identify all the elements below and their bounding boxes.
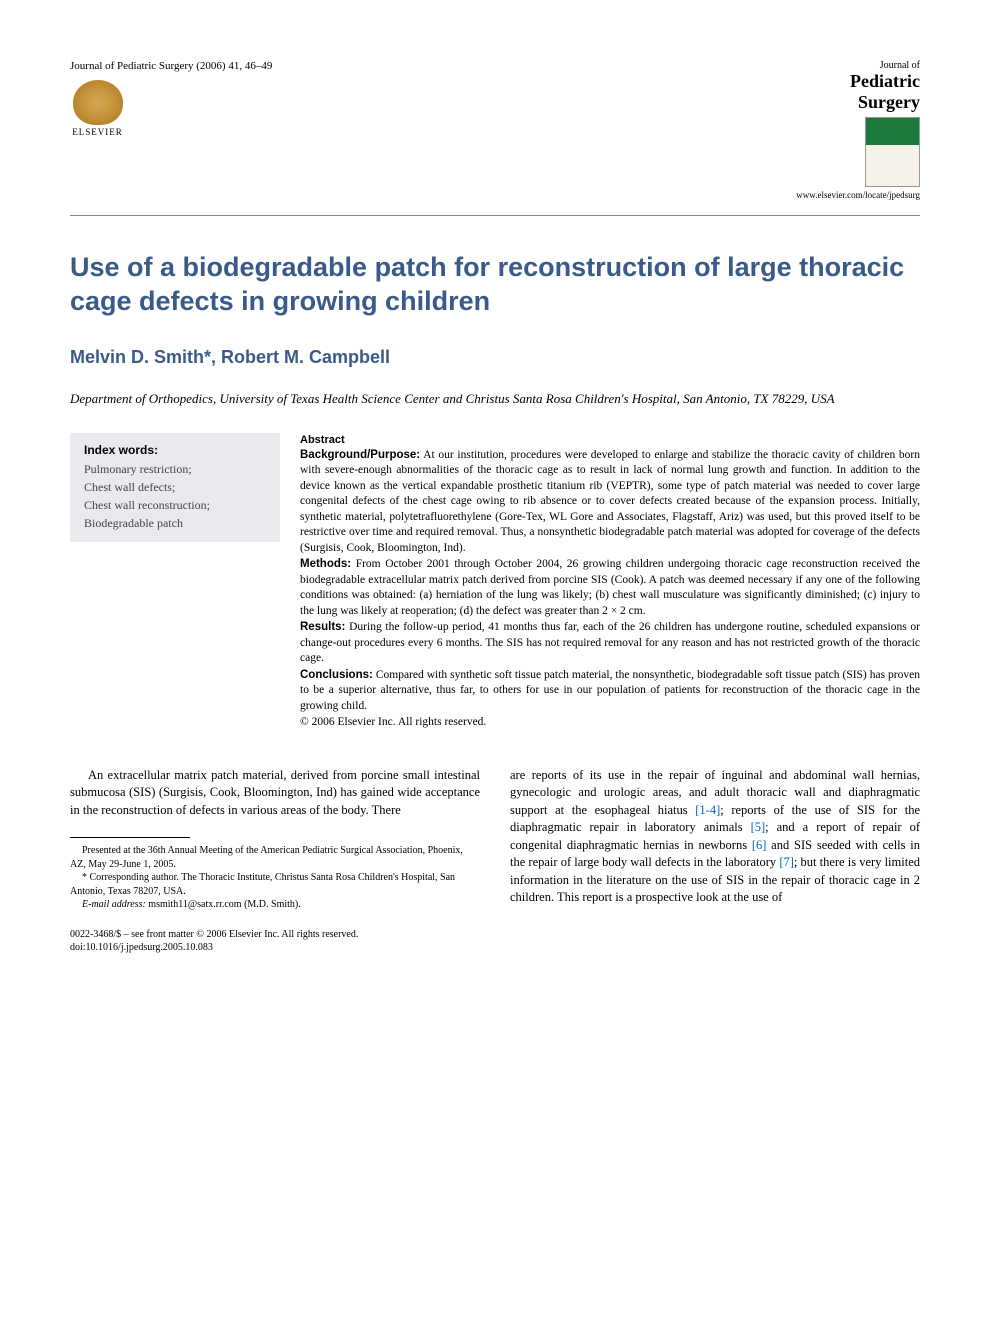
- results-label: Results:: [300, 621, 345, 633]
- conclusions-text: Compared with synthetic soft tissue patc…: [300, 669, 920, 712]
- column-right: are reports of its use in the repair of …: [510, 767, 920, 954]
- publisher-logo-section: ELSEVIER: [70, 80, 272, 140]
- article-authors: Melvin D. Smith*, Robert M. Campbell: [70, 347, 920, 368]
- column-left: An extracellular matrix patch material, …: [70, 767, 480, 954]
- article-body: An extracellular matrix patch material, …: [70, 767, 920, 954]
- footnote-presented: Presented at the 36th Annual Meeting of …: [70, 844, 480, 871]
- body-para-2: are reports of its use in the repair of …: [510, 767, 920, 907]
- elsevier-logo: ELSEVIER: [70, 80, 125, 140]
- bottom-info: 0022-3468/$ – see front matter © 2006 El…: [70, 928, 480, 954]
- footnote-email: E-mail address: msmith11@satx.rr.com (M.…: [70, 898, 480, 912]
- front-matter: 0022-3468/$ – see front matter © 2006 El…: [70, 928, 480, 941]
- ref-link-5[interactable]: [5]: [751, 820, 766, 834]
- doi: doi:10.1016/j.jpedsurg.2005.10.083: [70, 941, 480, 954]
- keywords-box: Index words: Pulmonary restriction; Ches…: [70, 433, 280, 542]
- abstract-heading: Abstract: [300, 433, 920, 448]
- abstract-section: Index words: Pulmonary restriction; Ches…: [70, 433, 920, 732]
- email-address[interactable]: msmith11@satx.rr.com (M.D. Smith).: [146, 899, 301, 910]
- publisher-name: ELSEVIER: [72, 127, 123, 137]
- footnotes: Presented at the 36th Annual Meeting of …: [70, 844, 480, 912]
- keywords-title: Index words:: [84, 443, 266, 457]
- article-title: Use of a biodegradable patch for reconst…: [70, 251, 920, 319]
- header-divider: [70, 215, 920, 216]
- abstract-background: Background/Purpose: At our institution, …: [300, 448, 920, 557]
- journal-citation: Journal of Pediatric Surgery (2006) 41, …: [70, 60, 272, 72]
- results-text: During the follow-up period, 41 months t…: [300, 621, 920, 664]
- header-right: Journal of Pediatric Surgery www.elsevie…: [796, 60, 920, 200]
- header-left: Journal of Pediatric Surgery (2006) 41, …: [70, 60, 272, 140]
- email-label: E-mail address:: [82, 899, 146, 910]
- conclusions-label: Conclusions:: [300, 669, 373, 681]
- abstract-copyright: © 2006 Elsevier Inc. All rights reserved…: [300, 715, 920, 731]
- ref-link-7[interactable]: [7]: [779, 855, 794, 869]
- body-para-1: An extracellular matrix patch material, …: [70, 767, 480, 820]
- abstract-conclusions: Conclusions: Compared with synthetic sof…: [300, 668, 920, 715]
- article-affiliation: Department of Orthopedics, University of…: [70, 390, 920, 408]
- abstract-results: Results: During the follow-up period, 41…: [300, 620, 920, 667]
- abstract-methods: Methods: From October 2001 through Octob…: [300, 557, 920, 619]
- ref-link-1-4[interactable]: [1-4]: [695, 803, 720, 817]
- methods-text: From October 2001 through October 2004, …: [300, 558, 920, 617]
- journal-url[interactable]: www.elsevier.com/locate/jpedsurg: [796, 190, 920, 200]
- elsevier-tree-icon: [73, 80, 123, 125]
- journal-name-line3: Surgery: [796, 92, 920, 113]
- journal-name-line1: Journal of: [796, 60, 920, 71]
- page-header: Journal of Pediatric Surgery (2006) 41, …: [70, 60, 920, 200]
- keywords-list: Pulmonary restriction; Chest wall defect…: [84, 460, 266, 532]
- footnote-corresponding: * Corresponding author. The Thoracic Ins…: [70, 871, 480, 898]
- methods-label: Methods:: [300, 558, 351, 570]
- ref-link-6[interactable]: [6]: [752, 838, 767, 852]
- background-text: At our institution, procedures were deve…: [300, 449, 920, 554]
- journal-cover-thumbnail: [865, 117, 920, 187]
- journal-name-line2: Pediatric: [796, 71, 920, 92]
- background-label: Background/Purpose:: [300, 449, 420, 461]
- footnote-divider: [70, 837, 190, 838]
- abstract-content: Abstract Background/Purpose: At our inst…: [300, 433, 920, 732]
